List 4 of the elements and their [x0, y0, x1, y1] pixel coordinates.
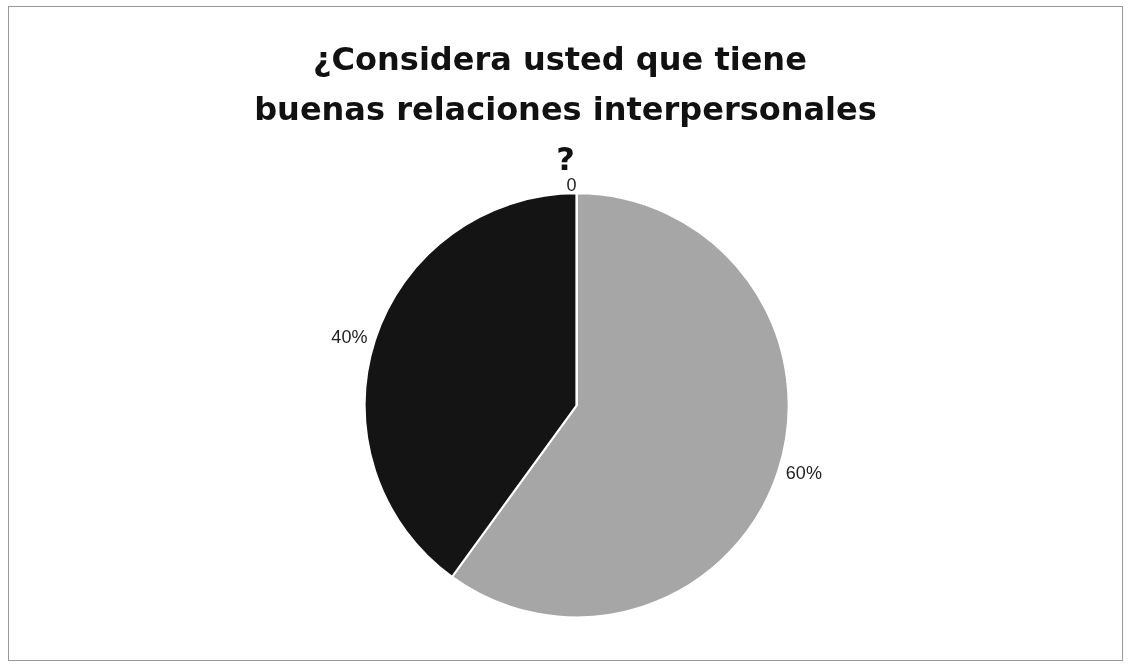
data-label: 40%	[331, 327, 368, 348]
chart-title: ¿Considera usted que tiene buenas relaciones interpersonales?	[254, 40, 877, 178]
data-label: 60%	[785, 463, 822, 484]
text: 0	[566, 175, 577, 196]
